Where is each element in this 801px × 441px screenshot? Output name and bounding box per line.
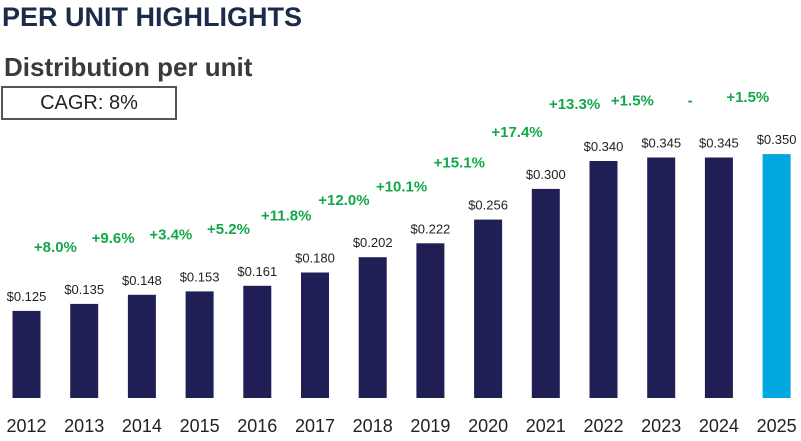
growth-label-2020: +15.1% xyxy=(434,155,485,172)
value-label-2024: $0.345 xyxy=(699,136,739,151)
x-tick-2013: 2013 xyxy=(64,416,104,436)
x-tick-2017: 2017 xyxy=(295,416,335,436)
value-labels-group: $0.125 $0.135 $0.148 $0.153 $0.161 $0.180 $0.2… xyxy=(7,132,797,304)
growth-label-2017: +11.8% xyxy=(261,208,311,225)
bar-2022 xyxy=(589,161,618,398)
bar-2021 xyxy=(531,188,560,398)
growth-labels-group: +8.0% +9.6% +3.4% +5.2% +11.8% +12.0% +10.1% +1… xyxy=(34,89,769,256)
value-label-2025: $0.350 xyxy=(757,132,797,147)
x-tick-labels-group: 2012 2013 2014 2015 2016 2017 2018 2019 2020 2021… xyxy=(6,416,796,436)
x-tick-2015: 2015 xyxy=(180,416,220,436)
growth-label-2015: +3.4% xyxy=(149,226,192,243)
value-label-2019: $0.222 xyxy=(411,221,451,236)
value-label-2016: $0.161 xyxy=(237,264,277,279)
x-tick-2014: 2014 xyxy=(122,416,162,436)
value-label-2021: $0.300 xyxy=(526,167,566,182)
x-tick-2025: 2025 xyxy=(757,416,797,436)
growth-label-2014: +9.6% xyxy=(92,230,135,247)
x-tick-2019: 2019 xyxy=(410,416,450,436)
cagr-box: CAGR: 8% xyxy=(1,86,177,120)
bar-2015 xyxy=(185,291,214,398)
growth-label-2021: +17.4% xyxy=(491,124,542,141)
value-label-2023: $0.345 xyxy=(641,136,681,151)
value-label-2015: $0.153 xyxy=(180,269,220,284)
x-tick-2016: 2016 xyxy=(237,416,277,436)
x-tick-2018: 2018 xyxy=(353,416,393,436)
bar-2019 xyxy=(416,243,445,398)
value-label-2014: $0.148 xyxy=(122,273,162,288)
growth-label-2025: +1.5% xyxy=(726,89,769,106)
bar-2024 xyxy=(704,157,733,398)
x-tick-2024: 2024 xyxy=(699,416,739,436)
bar-2023 xyxy=(647,157,676,398)
value-label-2012: $0.125 xyxy=(7,289,47,304)
x-tick-2020: 2020 xyxy=(468,416,508,436)
bars-group xyxy=(12,154,791,398)
growth-label-2019: +10.1% xyxy=(376,178,427,195)
x-tick-2012: 2012 xyxy=(6,416,46,436)
x-tick-2023: 2023 xyxy=(641,416,681,436)
bar-2020 xyxy=(474,219,503,398)
value-label-2020: $0.256 xyxy=(468,198,508,213)
value-label-2013: $0.135 xyxy=(64,282,104,297)
growth-label-2018: +12.0% xyxy=(318,192,369,209)
bar-2018 xyxy=(358,257,387,398)
value-label-2022: $0.340 xyxy=(584,139,624,154)
page-title: PER UNIT HIGHLIGHTS xyxy=(2,2,303,32)
value-label-2018: $0.202 xyxy=(353,235,393,250)
x-tick-2022: 2022 xyxy=(583,416,623,436)
bar-2025 xyxy=(762,154,791,398)
growth-label-2013: +8.0% xyxy=(34,239,77,256)
bar-2014 xyxy=(127,294,156,398)
bar-2013 xyxy=(70,303,99,398)
bar-2017 xyxy=(301,272,329,398)
growth-label-2023: +1.5% xyxy=(611,93,654,110)
bar-2012 xyxy=(12,310,41,398)
growth-label-2022: +13.3% xyxy=(549,96,600,113)
value-label-2017: $0.180 xyxy=(295,251,335,266)
growth-label-2024: - xyxy=(688,93,693,110)
chart-title: Distribution per unit xyxy=(4,52,253,82)
bar-2016 xyxy=(243,285,272,398)
growth-label-2016: +5.2% xyxy=(207,221,250,238)
x-tick-2021: 2021 xyxy=(526,416,566,436)
